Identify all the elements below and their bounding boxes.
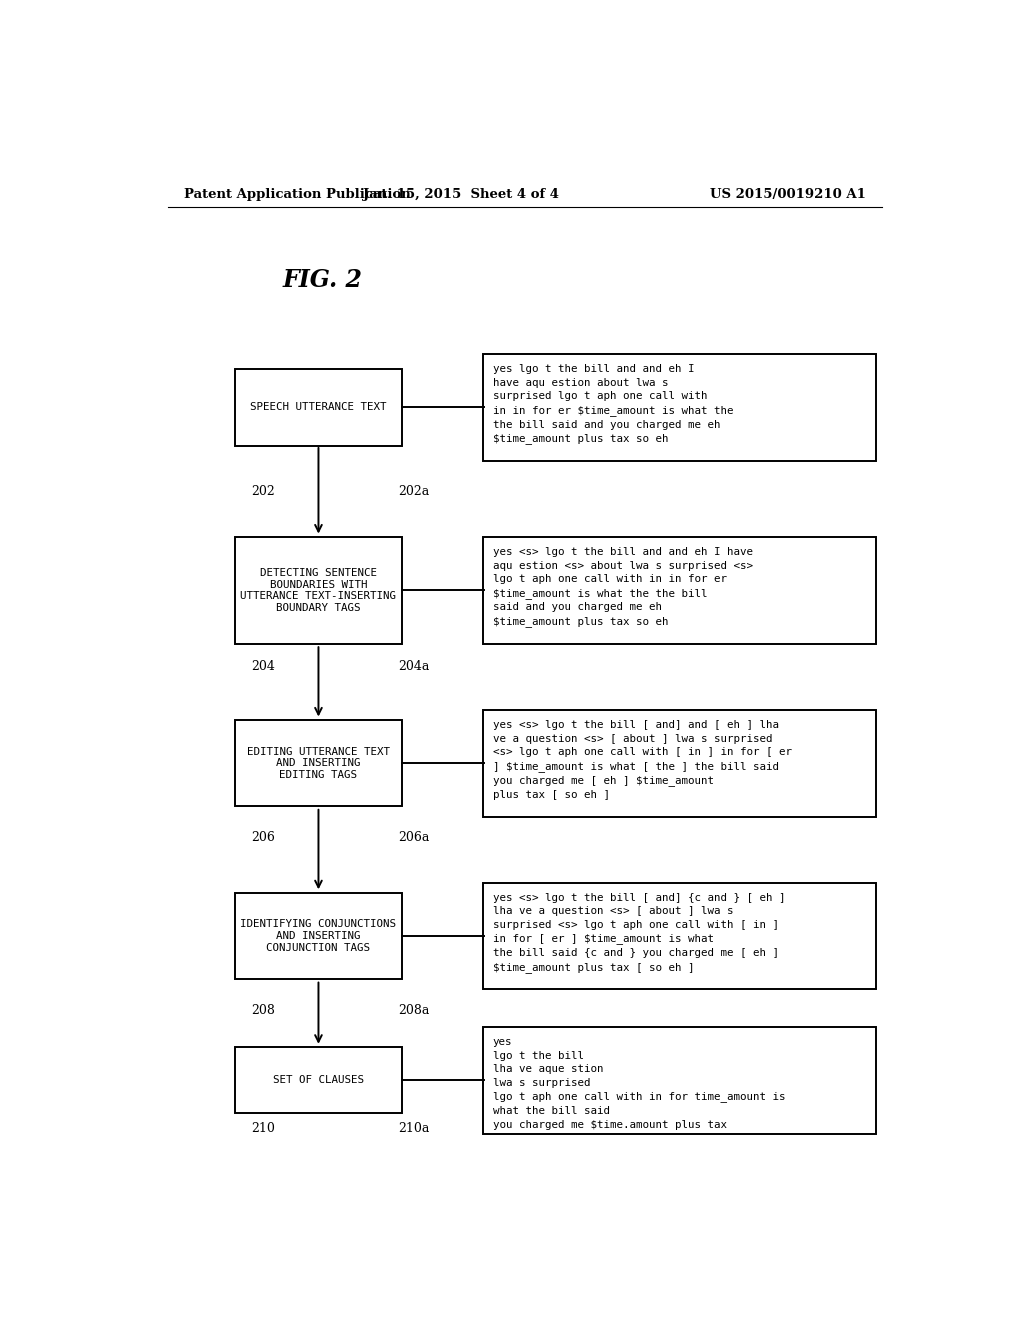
Text: US 2015/0019210 A1: US 2015/0019210 A1: [711, 189, 866, 202]
Text: 210: 210: [251, 1122, 274, 1135]
Bar: [483, 883, 876, 989]
Bar: [483, 354, 876, 461]
Text: SET OF CLAUSES: SET OF CLAUSES: [273, 1076, 364, 1085]
Text: Patent Application Publication: Patent Application Publication: [183, 189, 411, 202]
Bar: [483, 1027, 876, 1134]
Text: yes <s> lgo t the bill [ and] {c and } [ eh ]
lha ve a question <s> [ about ] lw: yes <s> lgo t the bill [ and] {c and } […: [493, 892, 785, 973]
Text: yes lgo t the bill and and eh I
have aqu estion about lwa s
surprised lgo t aph : yes lgo t the bill and and eh I have aqu…: [493, 364, 733, 444]
Text: IDENTIFYING CONJUNCTIONS
AND INSERTING
CONJUNCTION TAGS: IDENTIFYING CONJUNCTIONS AND INSERTING C…: [241, 919, 396, 953]
Text: 206: 206: [251, 830, 274, 843]
Text: DETECTING SENTENCE
BOUNDARIES WITH
UTTERANCE TEXT-INSERTING
BOUNDARY TAGS: DETECTING SENTENCE BOUNDARIES WITH UTTER…: [241, 568, 396, 612]
Bar: [236, 1047, 401, 1113]
Text: yes <s> lgo t the bill and and eh I have
aqu estion <s> about lwa s surprised <s: yes <s> lgo t the bill and and eh I have…: [493, 548, 753, 627]
Text: FIG. 2: FIG. 2: [283, 268, 362, 292]
Text: SPEECH UTTERANCE TEXT: SPEECH UTTERANCE TEXT: [250, 403, 387, 412]
Bar: [236, 719, 401, 807]
Text: 210a: 210a: [397, 1122, 429, 1135]
Text: EDITING UTTERANCE TEXT
AND INSERTING
EDITING TAGS: EDITING UTTERANCE TEXT AND INSERTING EDI…: [247, 747, 390, 780]
Bar: [236, 892, 401, 979]
Text: 204: 204: [251, 660, 274, 673]
Text: 204a: 204a: [397, 660, 429, 673]
Text: yes <s> lgo t the bill [ and] and [ eh ] lha
ve a question <s> [ about ] lwa s s: yes <s> lgo t the bill [ and] and [ eh ]…: [493, 719, 792, 800]
Bar: [236, 537, 401, 644]
Bar: [483, 537, 876, 644]
Text: 208: 208: [251, 1003, 274, 1016]
Text: 208a: 208a: [397, 1003, 429, 1016]
Text: 202a: 202a: [397, 486, 429, 498]
Bar: [236, 370, 401, 446]
Bar: [483, 710, 876, 817]
Text: 206a: 206a: [397, 830, 429, 843]
Text: 202: 202: [251, 486, 274, 498]
Text: Jan. 15, 2015  Sheet 4 of 4: Jan. 15, 2015 Sheet 4 of 4: [364, 189, 559, 202]
Text: yes
lgo t the bill
lha ve aque stion
lwa s surprised
lgo t aph one call with in : yes lgo t the bill lha ve aque stion lwa…: [493, 1038, 785, 1130]
